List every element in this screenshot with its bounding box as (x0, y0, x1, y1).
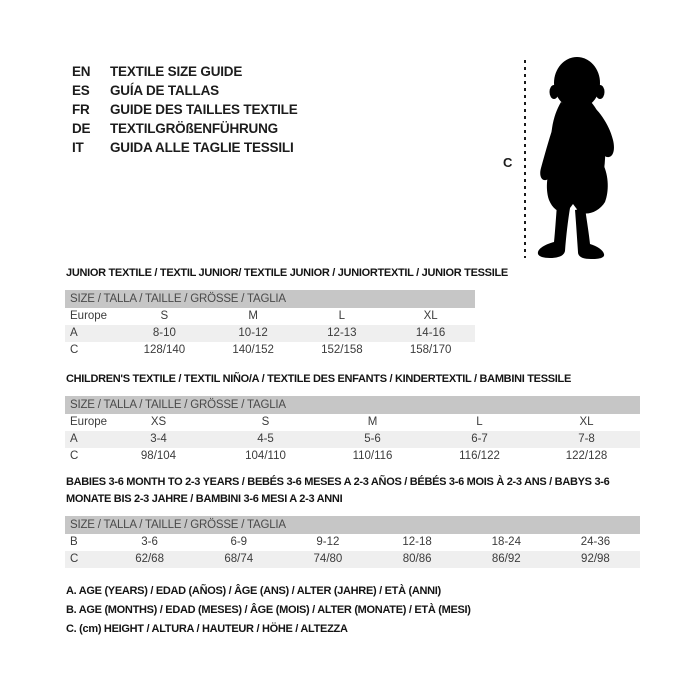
language-row: DE TEXTILGRÖßENFÜHRUNG (72, 119, 298, 138)
table-row: Europe S M L XL (65, 308, 475, 325)
size-cell: 98/104 (140, 450, 177, 462)
size-cell: 92/98 (581, 553, 610, 565)
measure-label-c: C (503, 155, 513, 170)
size-table-section: JUNIOR TEXTILE / TEXTIL JUNIOR/ TEXTILE … (65, 265, 508, 359)
language-code: EN (72, 64, 91, 79)
size-cell: 7-8 (578, 433, 595, 445)
size-table-section: CHILDREN'S TEXTILE / TEXTIL NIÑO/A / TEX… (65, 371, 640, 465)
size-cell: 12-13 (327, 327, 357, 339)
language-list: EN TEXTILE SIZE GUIDE ES GUÍA DE TALLAS FR GU… (72, 62, 298, 157)
language-code: ES (72, 83, 90, 98)
size-cell: 62/68 (135, 553, 164, 565)
size-cell: M (367, 416, 378, 428)
footnote: B. AGE (MONTHS) / EDAD (MESES) / ÂGE (MO… (66, 604, 471, 616)
table-title: CHILDREN'S TEXTILE / TEXTIL NIÑO/A / TEX… (66, 373, 571, 385)
size-cell: S (160, 310, 169, 322)
size-cell: 12-18 (402, 536, 432, 548)
table-row: A 3-4 4-5 5-6 6-7 7-8 (65, 431, 640, 448)
size-cell: L (476, 416, 483, 428)
table-title: BABIES 3-6 MONTH TO 2-3 YEARS / BEBÉS 3-… (66, 476, 610, 505)
table-row: C 62/68 68/74 74/80 80/86 86/92 92/98 (65, 551, 640, 568)
size-cell: 9-12 (316, 536, 340, 548)
table-row: C 98/104 104/110 110/116 116/122 122/128 (65, 448, 640, 465)
footnote: A. AGE (YEARS) / EDAD (AÑOS) / ÂGE (ANS)… (66, 585, 441, 597)
size-cell: 116/122 (459, 450, 500, 462)
row-label: C (70, 344, 79, 356)
size-cell: 128/140 (143, 344, 186, 356)
language-row: EN TEXTILE SIZE GUIDE (72, 62, 298, 81)
size-cell: XL (423, 310, 438, 322)
size-header-bar: SIZE / TALLA / TAILLE / GRÖSSE / TAGLIA (65, 396, 640, 414)
table-body: B 3-6 6-9 9-12 12-18 18-24 24-36 C 62/68 68/74 74/… (65, 534, 640, 568)
language-code: DE (72, 121, 91, 136)
row-label: Europe (70, 310, 108, 322)
size-header-bar: SIZE / TALLA / TAILLE / GRÖSSE / TAGLIA (65, 290, 475, 308)
size-cell: 8-10 (152, 327, 176, 339)
language-label: GUIDE DES TAILLES TEXTILE (110, 102, 298, 117)
size-table: SIZE / TALLA / TAILLE / GRÖSSE / TAGLIA E… (65, 396, 640, 465)
size-cell: 104/110 (245, 450, 286, 462)
row-label: Europe (70, 416, 108, 428)
table-title: JUNIOR TEXTILE / TEXTIL JUNIOR/ TEXTILE … (66, 267, 508, 279)
size-table: SIZE / TALLA / TAILLE / GRÖSSE / TAGLIA E… (65, 290, 475, 359)
language-row: ES GUÍA DE TALLAS (72, 81, 298, 100)
size-cell: 6-7 (471, 433, 488, 445)
table-row: B 3-6 6-9 9-12 12-18 18-24 24-36 (65, 534, 640, 551)
size-cell: 4-5 (257, 433, 274, 445)
size-cell: 5-6 (364, 433, 381, 445)
footnotes: A. AGE (YEARS) / EDAD (AÑOS) / ÂGE (ANS)… (66, 582, 471, 639)
size-cell: 14-16 (415, 327, 446, 339)
size-cell: 10-12 (238, 327, 268, 339)
table-body: Europe XS S M L XL A 3-4 4-5 5-6 6-7 7-8 C 98/104 104/… (65, 414, 640, 465)
size-cell: 110/116 (352, 450, 393, 462)
language-row: FR GUIDE DES TAILLES TEXTILE (72, 100, 298, 119)
size-cell: 24-36 (580, 536, 611, 548)
size-cell: 18-24 (491, 536, 521, 548)
size-cell: M (248, 310, 258, 322)
row-label: B (70, 536, 78, 548)
size-table-section: BABIES 3-6 MONTH TO 2-3 YEARS / BEBÉS 3-… (65, 474, 640, 568)
size-cell: 80/86 (402, 553, 432, 565)
size-cell: 86/92 (491, 553, 521, 565)
table-body: Europe S M L XL A 8-10 10-12 12-13 14-16 C 128/140 1… (65, 308, 475, 359)
size-cell: S (261, 416, 270, 428)
size-cell: L (338, 310, 346, 322)
row-label: A (70, 433, 78, 445)
table-row: A 8-10 10-12 12-13 14-16 (65, 325, 475, 342)
size-header-bar: SIZE / TALLA / TAILLE / GRÖSSE / TAGLIA (65, 516, 640, 534)
size-cell: XL (579, 416, 594, 428)
language-code: FR (72, 102, 90, 117)
row-label: C (70, 553, 79, 565)
language-label: GUÍA DE TALLAS (110, 83, 219, 98)
size-cell: 140/152 (232, 344, 274, 356)
size-cell: 3-4 (150, 433, 167, 445)
row-label: C (70, 450, 79, 462)
language-code: IT (72, 140, 84, 155)
size-cell: 122/128 (565, 450, 608, 462)
baby-silhouette-icon (537, 57, 614, 259)
size-cell: 6-9 (230, 536, 248, 548)
language-label: TEXTILE SIZE GUIDE (110, 64, 243, 79)
size-cell: XS (150, 416, 167, 428)
language-row: IT GUIDA ALLE TAGLIE TESSILI (72, 138, 298, 157)
footnote: C. (cm) HEIGHT / ALTURA / HAUTEUR / HÖHE… (66, 623, 348, 635)
size-cell: 158/170 (409, 344, 452, 356)
table-row: Europe XS S M L XL (65, 414, 640, 431)
language-label: GUIDA ALLE TAGLIE TESSILI (110, 140, 294, 155)
language-label: TEXTILGRÖßENFÜHRUNG (110, 121, 278, 136)
size-table: SIZE / TALLA / TAILLE / GRÖSSE / TAGLIA B… (65, 516, 640, 568)
height-measure-line (524, 60, 526, 258)
table-row: C 128/140 140/152 152/158 158/170 (65, 342, 475, 359)
row-label: A (70, 327, 78, 339)
size-cell: 68/74 (224, 553, 254, 565)
size-cell: 74/80 (313, 553, 343, 565)
size-cell: 3-6 (141, 536, 158, 548)
size-cell: 152/158 (321, 344, 363, 356)
